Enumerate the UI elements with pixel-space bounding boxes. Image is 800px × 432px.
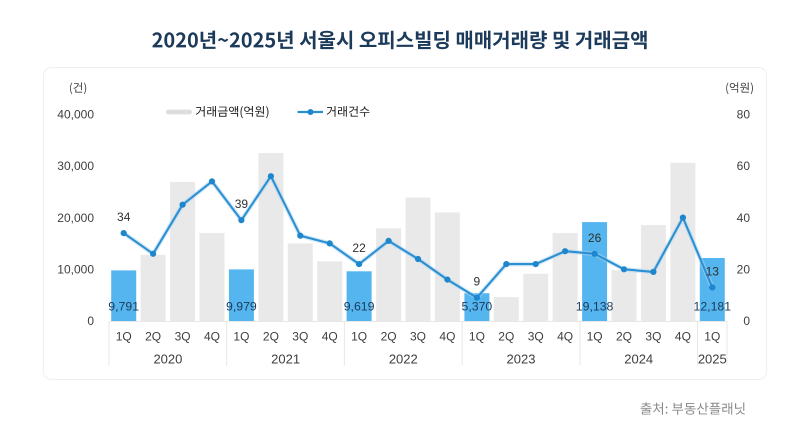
svg-text:1Q: 1Q xyxy=(704,330,720,344)
svg-text:26: 26 xyxy=(588,231,602,245)
svg-text:2Q: 2Q xyxy=(145,330,161,344)
svg-text:34: 34 xyxy=(117,210,131,224)
svg-text:4Q: 4Q xyxy=(675,330,691,344)
svg-text:4Q: 4Q xyxy=(557,330,573,344)
svg-text:20,000: 20,000 xyxy=(57,211,94,225)
svg-text:5,370: 5,370 xyxy=(462,300,493,314)
svg-text:9,979: 9,979 xyxy=(226,300,257,314)
svg-text:1Q: 1Q xyxy=(116,330,132,344)
svg-text:1Q: 1Q xyxy=(233,330,249,344)
svg-text:4Q: 4Q xyxy=(204,330,220,344)
svg-text:2025: 2025 xyxy=(698,352,727,367)
svg-text:3Q: 3Q xyxy=(175,330,191,344)
svg-text:12,181: 12,181 xyxy=(693,300,731,314)
svg-text:2Q: 2Q xyxy=(498,330,514,344)
svg-text:40: 40 xyxy=(737,211,751,225)
svg-text:2022: 2022 xyxy=(389,352,418,367)
svg-text:10,000: 10,000 xyxy=(57,263,94,277)
svg-text:20: 20 xyxy=(737,263,751,277)
svg-text:2Q: 2Q xyxy=(616,330,632,344)
svg-text:9,791: 9,791 xyxy=(108,300,139,314)
svg-text:3Q: 3Q xyxy=(410,330,426,344)
svg-text:9: 9 xyxy=(474,275,481,289)
svg-text:1Q: 1Q xyxy=(351,330,367,344)
svg-text:1Q: 1Q xyxy=(469,330,485,344)
svg-text:0: 0 xyxy=(743,314,750,328)
svg-text:3Q: 3Q xyxy=(292,330,308,344)
svg-text:9,619: 9,619 xyxy=(344,300,375,314)
svg-text:80: 80 xyxy=(737,107,751,121)
svg-text:0: 0 xyxy=(87,314,94,328)
svg-text:60: 60 xyxy=(737,159,751,173)
svg-text:3Q: 3Q xyxy=(645,330,661,344)
svg-text:4Q: 4Q xyxy=(439,330,455,344)
svg-text:3Q: 3Q xyxy=(528,330,544,344)
svg-text:2024: 2024 xyxy=(624,352,653,367)
svg-text:22: 22 xyxy=(352,241,366,255)
svg-text:2023: 2023 xyxy=(507,352,536,367)
svg-text:2021: 2021 xyxy=(271,352,300,367)
svg-text:39: 39 xyxy=(235,197,249,211)
svg-text:2Q: 2Q xyxy=(263,330,279,344)
svg-text:30,000: 30,000 xyxy=(57,159,94,173)
svg-text:2020: 2020 xyxy=(153,352,182,367)
svg-text:40,000: 40,000 xyxy=(57,107,94,121)
svg-text:13: 13 xyxy=(706,264,720,278)
svg-text:4Q: 4Q xyxy=(322,330,338,344)
svg-text:1Q: 1Q xyxy=(587,330,603,344)
svg-text:2Q: 2Q xyxy=(381,330,397,344)
svg-text:19,138: 19,138 xyxy=(576,300,614,314)
